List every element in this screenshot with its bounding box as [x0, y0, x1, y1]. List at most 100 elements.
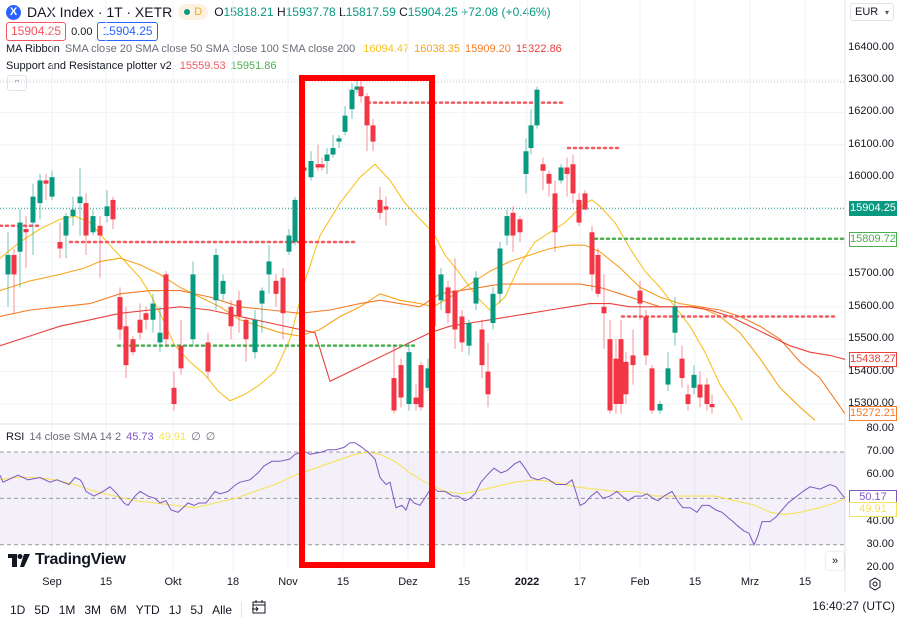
candle — [672, 306, 678, 333]
range-6m-button[interactable]: 6M — [110, 602, 127, 617]
indicator-name: MA Ribbon — [6, 43, 60, 55]
candle — [163, 274, 169, 340]
candle — [517, 219, 523, 233]
range-3m-button[interactable]: 3M — [84, 602, 102, 617]
time-axis-label: 15 — [99, 576, 113, 588]
candle — [438, 274, 444, 301]
price-axis-label: 16100.00 — [848, 137, 894, 150]
candle — [528, 125, 534, 149]
gear-icon — [869, 577, 881, 591]
candle — [259, 290, 265, 304]
sr-plotter-legend[interactable]: Support and Resistance plotter v2 15559.… — [6, 60, 277, 72]
candle — [613, 358, 619, 404]
symbol-title[interactable]: DAX Index · 1T · XETR — [27, 4, 173, 20]
candle — [77, 196, 83, 204]
time-axis-label: Nov — [278, 576, 298, 588]
candle — [266, 261, 272, 275]
close-value: 15904.25 — [407, 5, 458, 19]
candle — [150, 303, 156, 320]
time-axis-label: Dez — [398, 576, 418, 588]
candle — [504, 216, 510, 236]
candle — [383, 206, 389, 210]
high-value: 15937.78 — [285, 5, 336, 19]
rsi-axis-label: 40.00 — [866, 514, 894, 527]
candle — [364, 96, 370, 126]
rsi-axis-tag: 50.17 — [849, 490, 897, 505]
range-1j-button[interactable]: 1J — [168, 602, 182, 617]
candle — [354, 86, 360, 90]
price-axis-label: 15500.00 — [848, 332, 894, 345]
price-axis-label: 15700.00 — [848, 267, 894, 280]
tv-logo-icon — [8, 553, 30, 567]
time-axis-label: Feb — [630, 576, 650, 588]
time-axis-label: 18 — [226, 576, 240, 588]
price-axis-label: 15400.00 — [848, 364, 894, 377]
range-ytd-button[interactable]: YTD — [135, 602, 160, 617]
candle — [540, 164, 546, 171]
candle — [110, 199, 116, 220]
range-all-button[interactable]: Alle — [212, 602, 233, 617]
candle — [190, 274, 196, 340]
candle — [171, 387, 177, 404]
candle — [413, 397, 419, 404]
candle — [228, 306, 234, 327]
candle — [130, 339, 136, 353]
candle — [473, 277, 479, 304]
calendar-goto-icon — [252, 600, 266, 614]
support-value: 15951.86 — [230, 60, 277, 72]
candle — [704, 384, 710, 404]
price-axis-tag: 15904.25 — [849, 201, 897, 217]
change-value: +72.08 (+0.46%) — [461, 5, 551, 19]
market-status-badge[interactable]: D — [178, 4, 209, 20]
range-5d-button[interactable]: 5D — [34, 602, 50, 617]
range-5j-button[interactable]: 5J — [190, 602, 204, 617]
candle — [479, 329, 485, 366]
candle — [558, 167, 564, 181]
candle — [637, 290, 643, 304]
candle — [137, 319, 143, 333]
candle — [30, 196, 36, 223]
sell-price-box[interactable]: 15904.25 — [6, 22, 67, 41]
candle — [17, 222, 23, 252]
chart-settings-button[interactable] — [868, 577, 882, 591]
currency-selector[interactable]: EUR ▾ — [850, 3, 894, 21]
tradingview-logo[interactable]: TradingView — [8, 551, 126, 569]
chevron-up-icon: ⌃ — [13, 78, 21, 88]
buy-price-box[interactable]: 15904.25 — [97, 22, 158, 41]
scroll-to-realtime-button[interactable]: » — [826, 552, 844, 570]
sma100-value: 15909.20 — [465, 43, 511, 55]
collapse-legend-button[interactable]: ⌃ — [7, 75, 27, 91]
candle — [398, 365, 404, 398]
rsi-pane — [0, 442, 845, 547]
candle — [358, 86, 364, 97]
candle — [220, 280, 226, 294]
candle — [601, 306, 607, 314]
time-axis-label: Okt — [164, 576, 182, 588]
rsi-axis-label: 30.00 — [866, 537, 894, 550]
range-1m-button[interactable]: 1M — [58, 602, 76, 617]
go-to-date-button[interactable] — [251, 599, 267, 620]
candle — [243, 319, 249, 340]
double-chevron-right-icon: » — [831, 555, 839, 567]
candle — [452, 290, 458, 330]
range-1d-button[interactable]: 1D — [10, 602, 26, 617]
price-axis-label: 16200.00 — [848, 105, 894, 118]
candle — [564, 167, 570, 174]
clock-timezone[interactable]: 16:40:27 (UTC) — [812, 599, 895, 613]
candle — [665, 368, 671, 385]
candle — [43, 180, 49, 184]
ma-line — [0, 283, 845, 415]
highlight-box-annotation — [299, 75, 435, 568]
brand-name: TradingView — [35, 551, 126, 568]
candle — [342, 115, 348, 132]
ma-ribbon-legend[interactable]: MA Ribbon SMA close 20 SMA close 50 SMA … — [6, 43, 562, 55]
symbol-legend[interactable]: X DAX Index · 1T · XETR D O15818.21 H159… — [6, 4, 551, 20]
time-axis-label: Mrz — [740, 576, 760, 588]
candle — [709, 404, 715, 408]
candle — [315, 164, 321, 168]
rsi-legend[interactable]: RSI 14 close SMA 14 2 45.73 49.91 ∅ ∅ — [6, 430, 215, 444]
candle — [497, 248, 503, 294]
candle — [607, 339, 613, 411]
rsi-extra-1: ∅ — [191, 431, 201, 443]
